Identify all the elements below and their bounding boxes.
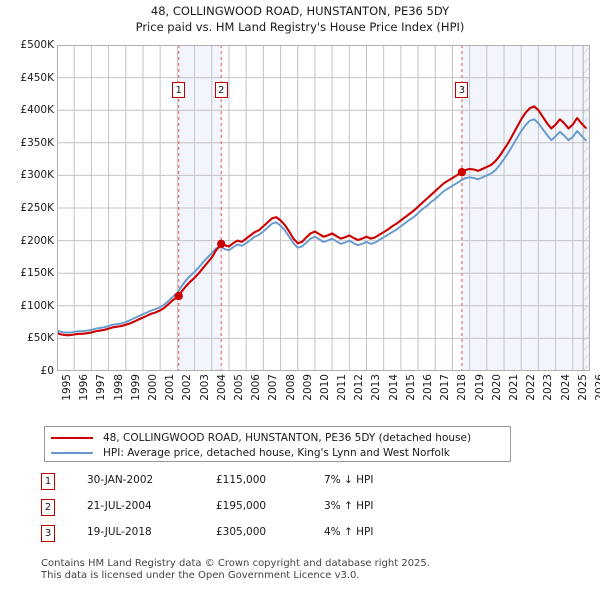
x-axis-tick-label: 2001: [164, 374, 177, 401]
x-axis-tick-label: 2024: [559, 374, 572, 401]
y-axis-tick-label: £200K: [20, 234, 54, 247]
footer-line-2: This data is licensed under the Open Gov…: [41, 570, 360, 581]
y-axis-tick-label: £350K: [20, 136, 54, 149]
x-axis-tick-label: 2003: [198, 374, 211, 401]
x-axis-tick-label: 2006: [250, 374, 263, 401]
y-axis-tick-label: £250K: [20, 202, 54, 214]
x-axis-tick-label: 1998: [112, 374, 125, 401]
transaction-date: 21-JUL-2004: [87, 500, 152, 512]
x-axis-tick-label: 2014: [387, 374, 400, 401]
x-axis-tick-label: 2004: [215, 374, 228, 401]
legend-item-label: HPI: Average price, detached house, King…: [103, 446, 450, 459]
x-axis-tick-label: 2000: [146, 374, 159, 401]
x-axis-tick-label: 1995: [61, 374, 73, 401]
transaction-index-badge: 3: [41, 525, 55, 542]
x-axis-tick-label: 2021: [508, 374, 521, 401]
x-axis-tick-label: 2017: [439, 374, 452, 401]
x-axis-tick-label: 2013: [370, 374, 383, 401]
transaction-price: £115,000: [216, 474, 267, 486]
x-axis-tick-label: 1996: [78, 374, 91, 401]
y-axis-tick-label: £300K: [20, 169, 54, 182]
x-axis-labels: 1995 1996 1997 1998 1999 2000 2001 2002 2003 2004…: [57, 374, 600, 422]
x-axis-tick-label: 2002: [181, 374, 194, 401]
chart-marker-3[interactable]: 3: [455, 82, 469, 98]
table-row[interactable]: 1 30-JAN-2002 £115,000 7% ↓ HPI: [41, 473, 511, 499]
x-axis-tick-label: 2009: [301, 374, 314, 401]
legend-item: HPI: Average price, detached house, King…: [51, 445, 504, 460]
y-axis-tick-label: £50K: [27, 332, 54, 345]
legend-color-swatch: [51, 451, 93, 454]
chart-series-lines: [57, 105, 587, 337]
transaction-index-badge: 2: [41, 499, 55, 516]
x-axis-tick-label: 2020: [490, 374, 503, 401]
transaction-index-badge: 1: [41, 473, 55, 490]
footer-attribution: Contains HM Land Registry data © Crown c…: [41, 558, 581, 582]
page-subtitle: Price paid vs. HM Land Registry's House …: [135, 20, 465, 34]
y-axis-tick-label: £500K: [20, 39, 54, 51]
x-axis-tick-label: 2016: [422, 374, 435, 401]
transaction-marker-dots: [174, 167, 467, 301]
x-axis-tick-label: 2022: [525, 374, 538, 401]
transaction-price: £305,000: [216, 526, 267, 538]
table-row[interactable]: 3 19-JUL-2018 £305,000 4% ↑ HPI: [41, 525, 511, 551]
transaction-price: £195,000: [216, 500, 267, 512]
x-axis-tick-label: 2015: [404, 374, 417, 401]
y-axis-tick-label: £450K: [20, 71, 54, 84]
x-axis-tick-label: 2008: [284, 374, 297, 401]
page-title: 48, COLLINGWOOD ROAD, HUNSTANTON, PE36 5…: [150, 4, 450, 18]
table-row[interactable]: 2 21-JUL-2004 £195,000 3% ↑ HPI: [41, 499, 511, 525]
x-axis-tick-label: 2011: [336, 374, 349, 401]
transaction-hpi-delta: 4% ↑ HPI: [324, 526, 374, 538]
chart-marker-1[interactable]: 1: [172, 82, 186, 98]
x-axis-tick-label: 2007: [267, 374, 280, 401]
legend-item-label: 48, COLLINGWOOD ROAD, HUNSTANTON, PE36 5…: [103, 431, 472, 444]
transaction-date: 30-JAN-2002: [87, 474, 154, 486]
plot-border: [57, 45, 590, 371]
x-axis-tick-label: 2005: [232, 374, 245, 401]
y-axis-tick-label: £400K: [20, 104, 54, 117]
y-axis-tick-label: £0: [40, 365, 54, 377]
y-axis-tick-label: £100K: [20, 299, 54, 312]
chart-gridlines: [57, 45, 590, 371]
chart-title-block: 48, COLLINGWOOD ROAD, HUNSTANTON, PE36 5…: [0, 3, 600, 35]
footer-line-1: Contains HM Land Registry data © Crown c…: [41, 558, 430, 569]
x-axis-tick-label: 2025: [576, 374, 589, 401]
price-history-line-chart: [57, 45, 590, 371]
legend-color-swatch: [51, 436, 93, 439]
chart-marker-2[interactable]: 2: [214, 82, 228, 98]
chart-legend: 48, COLLINGWOOD ROAD, HUNSTANTON, PE36 5…: [44, 426, 511, 462]
transaction-hpi-delta: 3% ↑ HPI: [324, 500, 374, 512]
x-axis-tick-label: 2019: [473, 374, 486, 401]
x-axis-tick-label: 1997: [95, 374, 108, 401]
x-axis-tick-label: 2010: [318, 374, 331, 401]
transaction-marker-lines: [178, 45, 463, 371]
x-axis-tick-label: 2018: [456, 374, 469, 401]
x-axis-tick-label: 2026: [594, 374, 600, 401]
x-axis-tick-label: 2023: [542, 374, 555, 401]
transactions-table: 1 30-JAN-2002 £115,000 7% ↓ HPI 2 21-JUL-2004…: [41, 473, 511, 551]
transaction-date: 19-JUL-2018: [87, 526, 152, 538]
legend-item: 48, COLLINGWOOD ROAD, HUNSTANTON, PE36 5…: [51, 430, 504, 445]
x-axis-tick-label: 1999: [129, 374, 142, 401]
projection-hatch-band: [582, 45, 590, 371]
chart-plot-area: 1 2 3: [57, 45, 590, 371]
x-axis-tick-label: 2012: [353, 374, 366, 401]
y-axis-labels: £0 £50K £100K £150K £200K £250K £300K £350K £400…: [0, 39, 54, 377]
y-axis-tick-label: £150K: [20, 267, 54, 280]
transaction-hpi-delta: 7% ↓ HPI: [324, 474, 374, 486]
